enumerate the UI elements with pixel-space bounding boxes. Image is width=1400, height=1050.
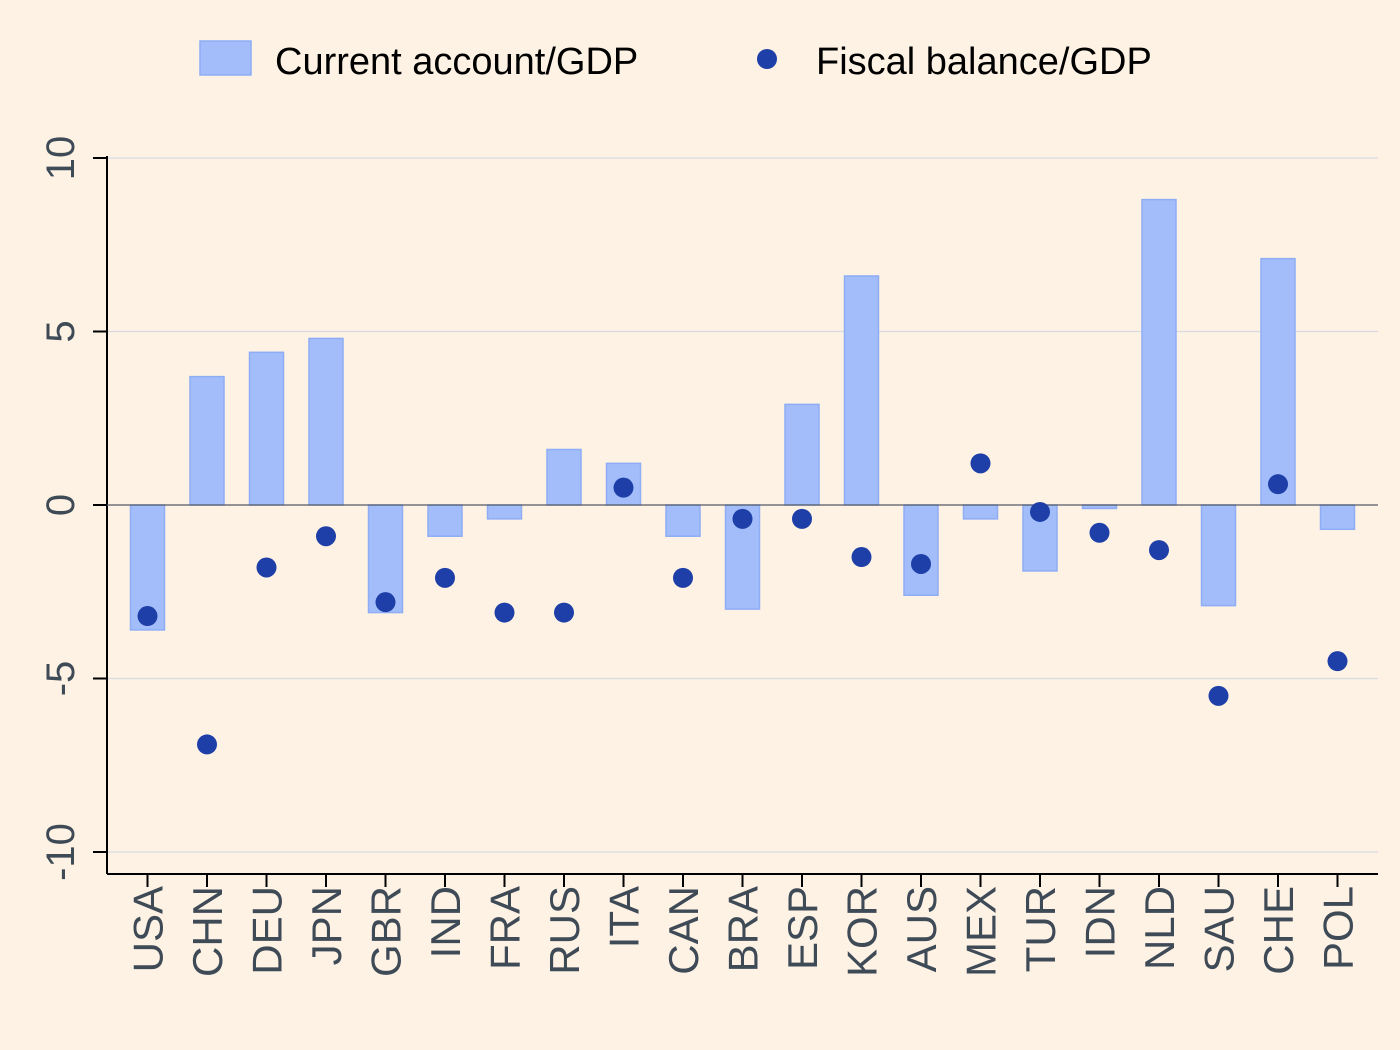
current-account-bar-jpn <box>308 337 344 506</box>
current-account-bar-can <box>665 504 701 537</box>
x-tick-label: CAN <box>660 886 707 975</box>
current-account-bar-fra <box>486 504 523 520</box>
x-tick-label: RUS <box>541 886 588 975</box>
fiscal-balance-dot-deu <box>256 557 277 578</box>
x-tick-label: IDN <box>1077 886 1124 958</box>
x-tick-label: ITA <box>601 886 648 948</box>
x-tick-label: KOR <box>839 886 886 977</box>
fiscal-balance-dot-pol <box>1327 651 1348 672</box>
fiscal-balance-dot-sau <box>1208 685 1229 706</box>
current-account-bar-esp <box>784 403 820 506</box>
fiscal-balance-dot-kor <box>851 547 872 568</box>
gridlines <box>107 157 1378 853</box>
current-account-bar-pol <box>1319 504 1356 531</box>
fiscal-balance-dot-aus <box>911 553 931 574</box>
fiscal-balance-dot-usa <box>137 606 158 627</box>
x-tick-label: TUR <box>1017 886 1064 972</box>
fiscal-balance-dot-jpn <box>316 526 336 547</box>
y-tick-label: -10 <box>39 823 83 881</box>
x-tick-label: JPN <box>303 886 350 965</box>
current-account-bar-deu <box>248 351 285 506</box>
legend-dot-swatch <box>757 49 777 69</box>
current-account-bar-ind <box>427 504 463 537</box>
fiscal-balance-dot-bra <box>732 508 753 529</box>
legend-dot-label: Fiscal balance/GDP <box>816 41 1152 83</box>
fiscal-balance-dot-ind <box>435 567 455 588</box>
x-tick-label: CHN <box>184 886 231 977</box>
fiscal-balance-dot-ita <box>613 477 634 498</box>
x-tick-label: FRA <box>482 886 529 970</box>
current-account-bar-sau <box>1200 504 1237 607</box>
x-axis: USA CHN DEU JPN GBR IND FRA RUS ITA CAN BRA ESP KOR A… <box>107 873 1378 977</box>
current-account-bar-chn <box>189 375 225 506</box>
current-account-bar-mex <box>962 504 999 520</box>
current-account-bar-nld <box>1141 198 1177 506</box>
y-tick-label: -5 <box>39 661 83 697</box>
x-tick-label: GBR <box>363 886 410 977</box>
x-tick-label: DEU <box>244 886 291 975</box>
fiscal-balance-dot-esp <box>792 508 812 529</box>
current-account-bars <box>129 198 1356 631</box>
current-account-bar-che <box>1260 257 1296 506</box>
fiscal-balance-dot-nld <box>1149 540 1169 561</box>
legend-bar-swatch <box>199 40 252 76</box>
fiscal-balance-dot-mex <box>970 453 991 474</box>
fiscal-balance-dot-tur <box>1030 501 1050 522</box>
fiscal-balance-dot-fra <box>494 602 515 623</box>
x-tick-label: SAU <box>1196 886 1243 972</box>
y-tick-label: 0 <box>39 494 83 516</box>
x-tick-label: IND <box>422 886 469 958</box>
fiscal-balance-dot-chn <box>197 734 217 755</box>
x-tick-label: AUS <box>898 886 945 972</box>
legend: Current account/GDP Fiscal balance/GDP <box>199 40 1152 83</box>
legend-bar-label: Current account/GDP <box>275 41 638 83</box>
fiscal-balance-dot-gbr <box>375 592 396 613</box>
current-account-bar-rus <box>546 448 582 506</box>
fiscal-balance-dots <box>137 453 1348 755</box>
y-tick-label: 5 <box>39 320 83 342</box>
fiscal-balance-dot-rus <box>554 602 574 623</box>
y-axis: -10 -5 0 5 10 <box>39 136 108 881</box>
current-account-bar-kor <box>843 275 880 506</box>
fiscal-balance-dot-idn <box>1089 522 1110 543</box>
y-tick-label: 10 <box>39 136 83 181</box>
current-account-bar-aus <box>903 504 939 596</box>
x-tick-label: NLD <box>1136 886 1183 970</box>
x-tick-label: BRA <box>720 886 767 972</box>
x-tick-label: ESP <box>779 886 826 970</box>
x-tick-label: MEX <box>958 886 1005 977</box>
x-tick-label: CHE <box>1255 886 1302 975</box>
fiscal-balance-dot-che <box>1268 474 1288 495</box>
fiscal-balance-dot-can <box>673 567 693 588</box>
x-tick-label: USA <box>125 886 172 972</box>
x-tick-label: POL <box>1315 886 1362 970</box>
